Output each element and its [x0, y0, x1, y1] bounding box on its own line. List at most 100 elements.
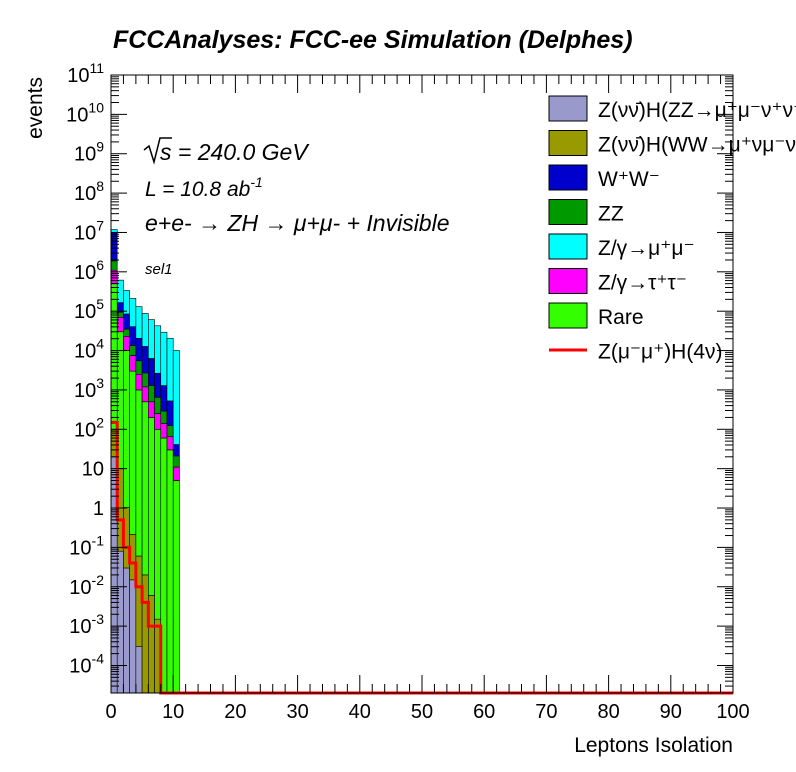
bar-6-bin-9 — [160, 385, 168, 412]
bar-1-bin-4 — [129, 579, 137, 694]
legend-label: Z/γ→τ⁺τ⁻ — [598, 272, 687, 295]
bar-7-bin-6 — [141, 313, 149, 347]
legend-swatch — [548, 268, 588, 294]
plot-annotations: s = 240.0 GeV L = 10.8 ab-1 e+e- → ZH → … — [143, 137, 450, 278]
bar-6-bin-5 — [135, 337, 143, 362]
legend-swatch — [548, 130, 588, 156]
y-tick-label: 108 — [74, 178, 104, 205]
lumi-main: L = 10.8 ab — [145, 178, 251, 201]
legend-item-rare: Rare — [548, 302, 644, 329]
bar-6-bin-8 — [154, 372, 162, 398]
x-tick-label: 40 — [349, 701, 371, 723]
bar-5-bin-6 — [141, 372, 149, 388]
bar-4-bin-5 — [135, 373, 143, 391]
bar-4-bin-9 — [160, 423, 168, 439]
y-tick-label: 107 — [74, 217, 104, 244]
bar-3-bin-10 — [166, 449, 174, 694]
bar-5-bin-7 — [148, 385, 155, 403]
y-tick-label: 106 — [74, 257, 104, 284]
bar-5-bin-5 — [135, 360, 143, 375]
legend-label: Rare — [598, 306, 644, 329]
bar-6-bin-6 — [141, 346, 149, 374]
signal-line — [111, 420, 733, 695]
legend-item-z-: Z/γ→μ⁺μ⁻ — [548, 233, 695, 260]
x-tick-label: 60 — [473, 701, 495, 723]
legend-item-z-: Z/γ→τ⁺τ⁻ — [548, 268, 687, 295]
y-axis-ticks: 10-4 10-3 10-2 10-1 1 10 102 103 104 105 106 107 108… — [66, 60, 733, 687]
y-tick-label: 1 — [93, 498, 104, 520]
chart-title: FCCAnalyses: FCC-ee Simulation (Delphes) — [113, 26, 633, 54]
legend-item-zz: ZZ — [548, 199, 624, 226]
legend: Z(νν̄)H(ZZ→μ⁺μ⁻ν⁺ν⁻) Z(νν̄)H(WW→μ⁺νμ⁻ν) W⁺… — [548, 95, 796, 364]
bar-7-bin-9 — [160, 331, 168, 386]
bar-7-bin-7 — [148, 319, 155, 359]
legend-swatch — [548, 233, 588, 260]
legend-item-z-h-ww-: Z(νν̄)H(WW→μ⁺νμ⁻ν) — [548, 130, 796, 157]
legend-label: W⁺W⁻ — [598, 168, 660, 191]
bar-7-bin-5 — [135, 306, 143, 339]
legend-label: Z/γ→μ⁺μ⁻ — [598, 237, 695, 260]
bar-5-bin-9 — [160, 410, 168, 424]
y-tick-label: 109 — [74, 139, 104, 166]
x-tick-label: 50 — [411, 701, 433, 723]
x-axis-ticks: 0 10 20 30 40 50 60 70 80 90 100 — [105, 75, 750, 723]
bar-3-bin-6 — [141, 401, 149, 576]
x-tick-label: 30 — [286, 701, 308, 723]
legend-swatch — [548, 302, 588, 329]
energy-prefix: s — [160, 139, 172, 165]
legend-swatch — [548, 95, 588, 122]
y-tick-label: 10-4 — [69, 650, 104, 677]
y-tick-label: 10-2 — [69, 572, 104, 599]
x-tick-label: 20 — [224, 701, 246, 723]
legend-label: Z(νν̄)H(ZZ→μ⁺μ⁻ν⁺ν⁻) — [598, 99, 796, 122]
y-tick-label: 1011 — [67, 60, 104, 87]
luminosity-annotation: L = 10.8 ab-1 — [145, 174, 263, 201]
lumi-exp: -1 — [250, 174, 262, 190]
bar-3-bin-7 — [148, 417, 155, 596]
y-tick-label: 104 — [74, 336, 104, 363]
svg-text:s = 240.0 GeV: s = 240.0 GeV — [160, 139, 310, 165]
energy-annotation: s = 240.0 GeV — [143, 137, 310, 165]
bar-7-bin-8 — [154, 325, 162, 374]
bar-7-bin-11 — [172, 350, 180, 445]
bar-1-bin-5 — [135, 646, 143, 694]
bar-3-bin-8 — [154, 428, 162, 620]
bar-3-bin-4 — [129, 370, 137, 535]
bar-5-bin-11 — [172, 455, 180, 468]
x-tick-label: 80 — [597, 701, 619, 723]
legend-label: ZZ — [598, 203, 624, 226]
bar-6-bin-7 — [148, 358, 155, 386]
bar-6-bin-3 — [123, 313, 130, 330]
energy-value: = 240.0 GeV — [172, 139, 311, 165]
legend-swatch — [548, 199, 588, 225]
bar-6-bin-10 — [166, 400, 174, 426]
process-annotation: e+e- → ZH → μ+μ- + Invisible — [145, 210, 450, 236]
bar-5-bin-3 — [123, 328, 130, 337]
bar-5-bin-8 — [154, 396, 162, 414]
bar-7-bin-3 — [123, 290, 130, 315]
legend-item-z-h-4-: Z(μ⁻μ⁺)H(4ν) — [549, 341, 723, 364]
stacked-bars — [110, 229, 180, 694]
y-axis-label: events — [24, 77, 47, 139]
bar-6-bin-1 — [110, 232, 118, 262]
bar-3-bin-11 — [172, 480, 180, 694]
x-tick-label: 90 — [660, 701, 682, 723]
y-tick-label: 10 — [82, 459, 104, 481]
y-tick-label: 10-1 — [69, 532, 104, 559]
sqrt-symbol — [143, 137, 172, 165]
y-tick-label: 102 — [74, 414, 104, 441]
y-tick-label: 103 — [74, 375, 104, 402]
x-tick-label: 10 — [162, 701, 184, 723]
x-axis-label: Leptons Isolation — [574, 734, 733, 757]
y-tick-label: 10-3 — [69, 611, 104, 638]
bar-4-bin-4 — [129, 355, 137, 372]
bar-7-bin-10 — [166, 337, 174, 402]
bar-4-bin-6 — [141, 386, 149, 403]
bar-6-bin-4 — [129, 326, 137, 346]
x-tick-label: 100 — [716, 701, 749, 723]
plot-area: 0 10 20 30 40 50 60 70 80 90 100 10-410-310-210-11… — [66, 60, 750, 723]
bar-4-bin-11 — [172, 466, 180, 481]
bar-4-bin-3 — [123, 336, 130, 351]
legend-swatch — [548, 164, 588, 191]
